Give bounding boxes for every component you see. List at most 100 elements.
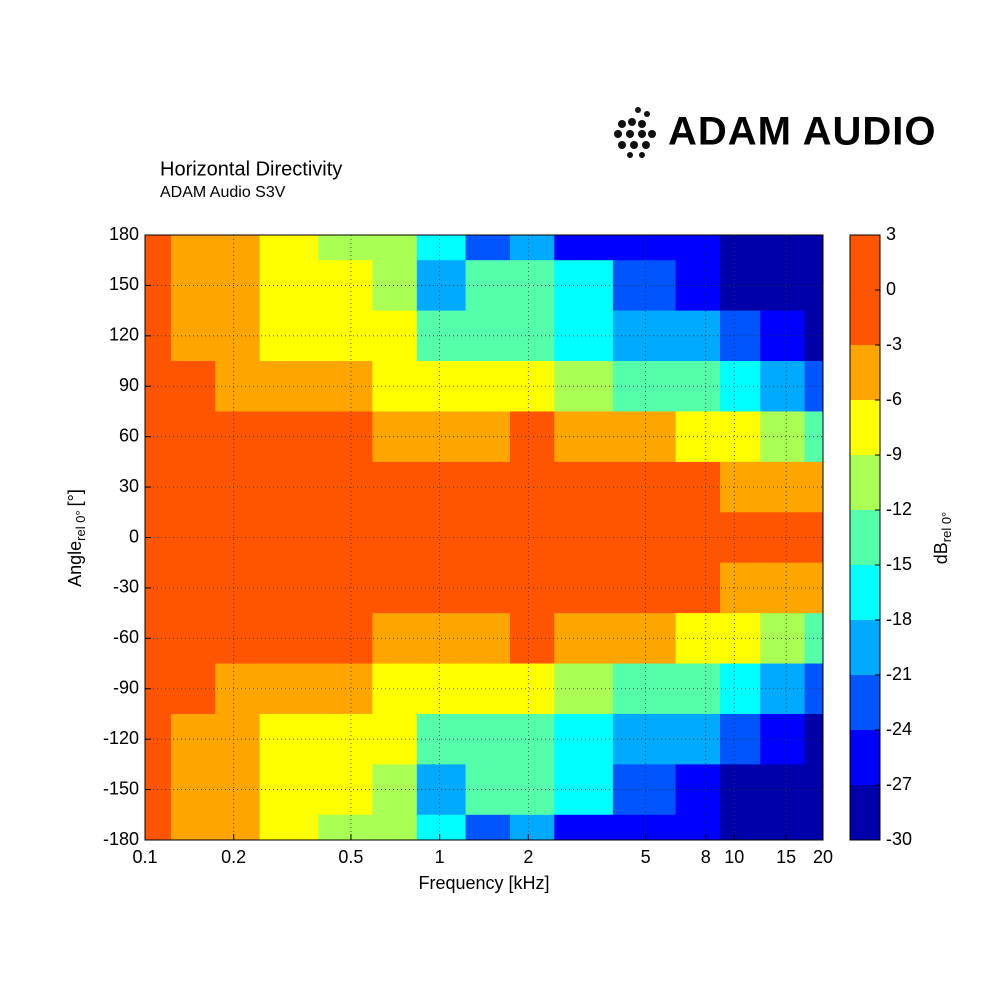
contour-cell (170, 235, 216, 261)
contour-cell (465, 562, 511, 614)
contour-cell (720, 512, 761, 564)
contour-cell (804, 260, 824, 312)
x-tick-label: 15 (776, 847, 796, 867)
contour-cell (259, 235, 319, 261)
colorbar-band (850, 730, 880, 786)
contour-cell (170, 814, 216, 841)
contour-cell (372, 814, 418, 841)
contour-cell (145, 235, 172, 261)
contour-cell (465, 713, 511, 765)
colorbar-tick-label: -24 (886, 719, 912, 739)
chart-title: Horizontal Directivity (160, 158, 342, 180)
contour-cell (720, 562, 761, 614)
contour-cell (760, 260, 806, 312)
contour-cell (612, 814, 677, 841)
contour-cell (554, 814, 614, 841)
contour-cell (509, 235, 555, 261)
contour-cell (318, 235, 373, 261)
x-tick-label: 20 (813, 847, 833, 867)
colorbar-label: dBrel 0° (931, 512, 955, 565)
contour-cell (465, 663, 511, 715)
contour-cell (804, 713, 824, 765)
colorbar-tick-label: -18 (886, 609, 912, 629)
colorbar-tick-label: -21 (886, 664, 912, 684)
contour-cell (465, 411, 511, 463)
contour-cell (760, 461, 806, 513)
x-tick-label: 5 (641, 847, 651, 867)
contour-cell (509, 461, 555, 513)
contour-cell (372, 411, 418, 463)
contour-cell (554, 461, 614, 513)
y-axis-label-main: Angle (65, 541, 85, 587)
y-tick-label: -150 (103, 778, 139, 798)
contour-cell (760, 663, 806, 715)
contour-cell (509, 713, 555, 765)
contour-cell (804, 562, 824, 614)
contour-cell (720, 361, 761, 412)
y-tick-label: -60 (113, 627, 139, 647)
contour-cell (612, 663, 677, 715)
contour-cell (675, 814, 721, 841)
contour-cell (372, 764, 418, 816)
contour-cell (804, 663, 824, 715)
x-axis-label: Frequency [kHz] (418, 873, 549, 893)
contour-cell (554, 512, 614, 564)
contour-cell (612, 361, 677, 412)
y-tick-label: -120 (103, 728, 139, 748)
y-tick-label: 30 (119, 476, 139, 496)
contour-cell (465, 235, 511, 261)
contour-cell (465, 764, 511, 816)
colorbar-band (850, 345, 880, 401)
colorbar-band (850, 400, 880, 456)
y-tick-label: -30 (113, 577, 139, 597)
contour-cell (465, 461, 511, 513)
contour-cell (720, 613, 761, 665)
contour-cell (804, 361, 824, 412)
chart-subtitle: ADAM Audio S3V (160, 184, 286, 201)
contour-cell (554, 562, 614, 614)
x-tick-label: 0.1 (132, 847, 157, 867)
contour-cell (465, 814, 511, 841)
contour-cell (554, 613, 614, 665)
contour-cell (509, 512, 555, 564)
contour-cell (259, 814, 319, 841)
y-axis-label-unit: [°] (65, 489, 85, 506)
contour-cell (554, 411, 614, 463)
contour-cell (372, 713, 418, 765)
contour-cell (465, 310, 511, 362)
y-tick-label: 120 (109, 325, 139, 345)
y-tick-label: 60 (119, 425, 139, 445)
contour-cell (372, 260, 418, 312)
brand-name: ADAM AUDIO (668, 110, 937, 154)
contour-cell (720, 260, 761, 312)
contour-cell (372, 562, 418, 614)
contour-cell (760, 613, 806, 665)
colorbar-band (850, 785, 880, 841)
contour-cell (372, 512, 418, 564)
contour-cell (612, 461, 677, 513)
contour-cell (760, 235, 806, 261)
contour-cell (554, 260, 614, 312)
contour-cell (804, 235, 824, 261)
contour-cell (804, 411, 824, 463)
contour-cell (145, 814, 172, 841)
contour-cell (372, 613, 418, 665)
y-tick-label: 90 (119, 375, 139, 395)
contour-cell (720, 310, 761, 362)
contour-cell (612, 310, 677, 362)
contour-cell (372, 235, 418, 261)
colorbar-tick-label: 3 (886, 224, 896, 244)
contour-cell (804, 461, 824, 513)
contour-cell (804, 814, 824, 841)
colorbar-tick-label: -3 (886, 334, 902, 354)
colorbar-tick-label: 0 (886, 279, 896, 299)
contour-cell (720, 713, 761, 765)
colorbar-tick-label: -15 (886, 554, 912, 574)
y-tick-label: 180 (109, 224, 139, 244)
contour-cell (554, 764, 614, 816)
colorbar-tick-label: -12 (886, 499, 912, 519)
contour-cell (720, 411, 761, 463)
contour-cell (509, 814, 555, 841)
contour-cell (372, 361, 418, 412)
